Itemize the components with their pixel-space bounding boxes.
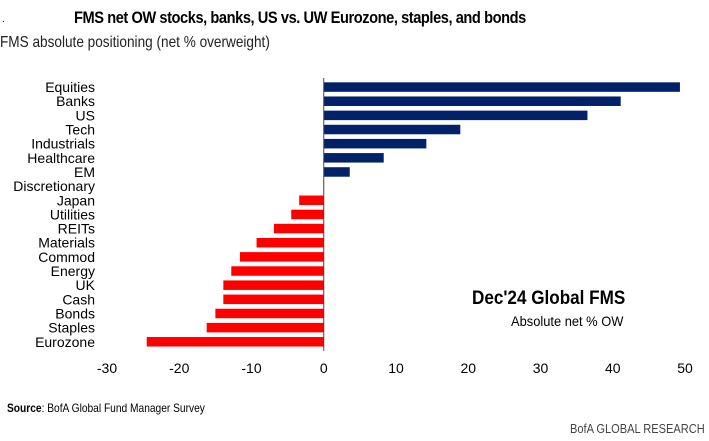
category-label-tech: Tech xyxy=(65,122,95,138)
category-label-reits: REITs xyxy=(58,221,95,237)
category-label-cash: Cash xyxy=(62,291,95,307)
category-label-commod: Commod xyxy=(38,249,95,265)
annotation-title: Dec'24 Global FMS xyxy=(472,288,626,309)
x-tick-label: -20 xyxy=(169,360,189,376)
category-label-em: EM xyxy=(74,164,95,180)
category-label-japan: Japan xyxy=(57,192,95,208)
bar-healthcare xyxy=(323,153,384,163)
x-tick-label: -30 xyxy=(97,360,117,376)
bar-reits xyxy=(273,223,324,234)
category-label-equities: Equities xyxy=(45,79,95,95)
x-tick-label: 0 xyxy=(320,360,328,376)
bar-materials xyxy=(256,237,324,248)
category-label-industrials: Industrials xyxy=(31,136,95,152)
bar-em xyxy=(323,167,350,177)
bar-utilities xyxy=(291,209,324,220)
category-label-materials: Materials xyxy=(38,235,95,251)
x-tick-label: 40 xyxy=(605,360,621,376)
category-label-bonds: Bonds xyxy=(55,305,95,321)
bar-energy xyxy=(231,266,324,276)
category-label-us: US xyxy=(76,107,95,123)
bar-industrials xyxy=(323,138,427,149)
bar-bonds xyxy=(215,308,324,319)
bar-banks xyxy=(323,96,621,106)
x-tick-label: 10 xyxy=(388,360,404,376)
bar-japan xyxy=(299,195,324,206)
brand-label: BofA GLOBAL RESEARCH xyxy=(570,421,705,436)
bar-uk xyxy=(223,280,324,290)
marker-dot: . xyxy=(2,14,5,25)
chart-title: FMS net OW stocks, banks, US vs. UW Euro… xyxy=(74,8,526,27)
bar-cash xyxy=(223,294,324,305)
category-label-uk: UK xyxy=(76,277,96,293)
source-label: Source xyxy=(7,401,42,415)
bar-tech xyxy=(323,124,461,135)
x-tick-label: 20 xyxy=(460,360,476,376)
source-note: Source: BofA Global Fund Manager Survey xyxy=(7,401,205,415)
category-label-energy: Energy xyxy=(51,263,95,279)
category-label-healthcare: Healthcare xyxy=(27,150,95,166)
category-label-discretionary: Discretionary xyxy=(13,178,95,194)
chart-subtitle: FMS absolute positioning (net % overweig… xyxy=(0,34,270,51)
category-label-staples: Staples xyxy=(48,320,95,336)
category-label-banks: Banks xyxy=(56,93,95,109)
x-tick-label: -10 xyxy=(241,360,261,376)
x-tick-label: 50 xyxy=(677,360,693,376)
bar-staples xyxy=(206,322,324,333)
bar-eurozone xyxy=(146,337,324,347)
x-tick-label: 30 xyxy=(533,360,549,376)
source-text: : BofA Global Fund Manager Survey xyxy=(41,401,205,415)
bar-equities xyxy=(323,82,680,92)
category-label-utilities: Utilities xyxy=(50,206,95,222)
annotation-subtitle: Absolute net % OW xyxy=(511,313,624,329)
bar-us xyxy=(323,110,588,121)
category-label-eurozone: Eurozone xyxy=(35,334,95,350)
bar-commod xyxy=(239,252,324,262)
